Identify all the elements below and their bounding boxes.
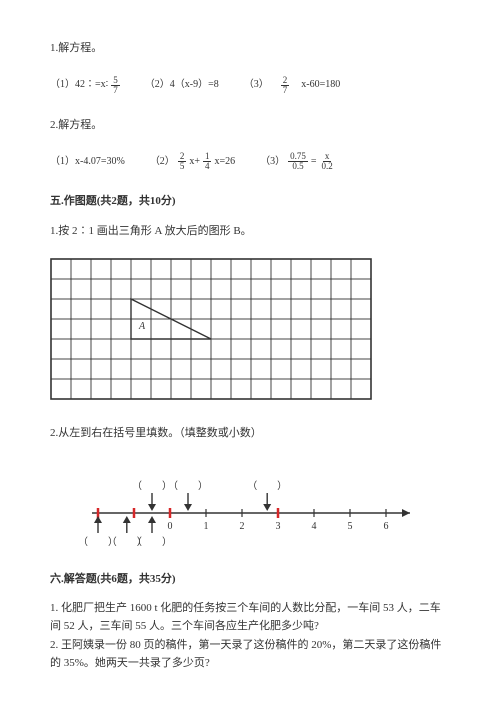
p1-sub1: （1）42∶=x∶ 5 7 <box>50 76 120 95</box>
number-line-svg: 0123456（ ）（ ）（ ）（ ）（ ）（ ） <box>80 461 420 551</box>
svg-text:2: 2 <box>240 521 245 532</box>
svg-text:A: A <box>138 321 146 332</box>
svg-text:4: 4 <box>312 521 317 532</box>
fraction: 1 4 <box>203 152 212 171</box>
svg-text:0: 0 <box>168 521 173 532</box>
grid-figure: A <box>50 258 450 407</box>
fraction: x 0.2 <box>319 152 334 171</box>
p1-sub2-label: （2）4（x-9）=8 <box>145 77 219 93</box>
frac-den: 0.5 <box>290 162 305 171</box>
svg-text:6: 6 <box>384 521 389 532</box>
section5-title: 五.作图题(共2题，共10分) <box>50 193 450 211</box>
p2-sub2-label: （2） <box>150 154 175 170</box>
fraction: 2 5 <box>178 152 187 171</box>
fraction: 2 7 <box>281 76 290 95</box>
svg-text:1: 1 <box>204 521 209 532</box>
svg-text:3: 3 <box>276 521 281 532</box>
problem1-subs: （1）42∶=x∶ 5 7 （2）4（x-9）=8 （3） 2 7 x-60=1… <box>50 76 450 95</box>
section6-title: 六.解答题(共6题，共35分) <box>50 571 450 589</box>
problem2-subs: （1）x-4.07=30% （2） 2 5 x+ 1 4 x=26 （3） 0.… <box>50 152 450 171</box>
frac-den: 4 <box>203 162 212 171</box>
p1-sub3: （3） 2 7 x-60=180 <box>244 76 340 95</box>
number-line-figure: 0123456（ ）（ ）（ ）（ ）（ ）（ ） <box>50 461 450 551</box>
fraction: 5 7 <box>111 76 120 95</box>
svg-text:（ ）: （ ） <box>132 480 172 492</box>
svg-text:（ ）: （ ） <box>247 480 287 492</box>
p2-sub2-tail: x=26 <box>214 154 235 170</box>
p1-sub3-label: （3） <box>244 77 269 93</box>
frac-den: 0.2 <box>319 162 334 171</box>
fraction: 0.75 0.5 <box>288 152 308 171</box>
section6-q1: 1. 化肥厂把生产 1600 t 化肥的任务按三个车间的人数比分配，一车间 53… <box>50 600 450 635</box>
p2-sub3: （3） 0.75 0.5 = x 0.2 <box>260 152 335 171</box>
frac-den: 7 <box>111 86 120 95</box>
p1-sub3-tail: x-60=180 <box>301 77 340 93</box>
p1-sub1-label: （1）42∶=x∶ <box>50 77 108 93</box>
p2-sub1: （1）x-4.07=30% <box>50 152 125 171</box>
p1-sub2: （2）4（x-9）=8 <box>145 76 219 95</box>
frac-den: 5 <box>178 162 187 171</box>
section5-q1: 1.按 2∶1 画出三角形 A 放大后的图形 B。 <box>50 223 450 241</box>
svg-text:（ ）: （ ） <box>168 480 208 492</box>
problem1-title: 1.解方程。 <box>50 40 450 58</box>
svg-text:（ ）: （ ） <box>132 536 172 548</box>
eq: = <box>311 154 317 170</box>
p2-sub3-label: （3） <box>260 154 285 170</box>
section5-q2: 2.从左到右在括号里填数。（填整数或小数） <box>50 425 450 443</box>
problem2-title: 2.解方程。 <box>50 117 450 135</box>
p2-sub1-label: （1）x-4.07=30% <box>50 154 125 170</box>
svg-text:5: 5 <box>348 521 353 532</box>
p2-sub2: （2） 2 5 x+ 1 4 x=26 <box>150 152 235 171</box>
grid-svg: A <box>50 258 372 400</box>
p2-sub2-mid: x+ <box>189 154 200 170</box>
section6-q2: 2. 王阿姨录一份 80 页的稿件，第一天录了这份稿件的 20%，第二天录了这份… <box>50 637 450 672</box>
frac-den: 7 <box>281 86 290 95</box>
